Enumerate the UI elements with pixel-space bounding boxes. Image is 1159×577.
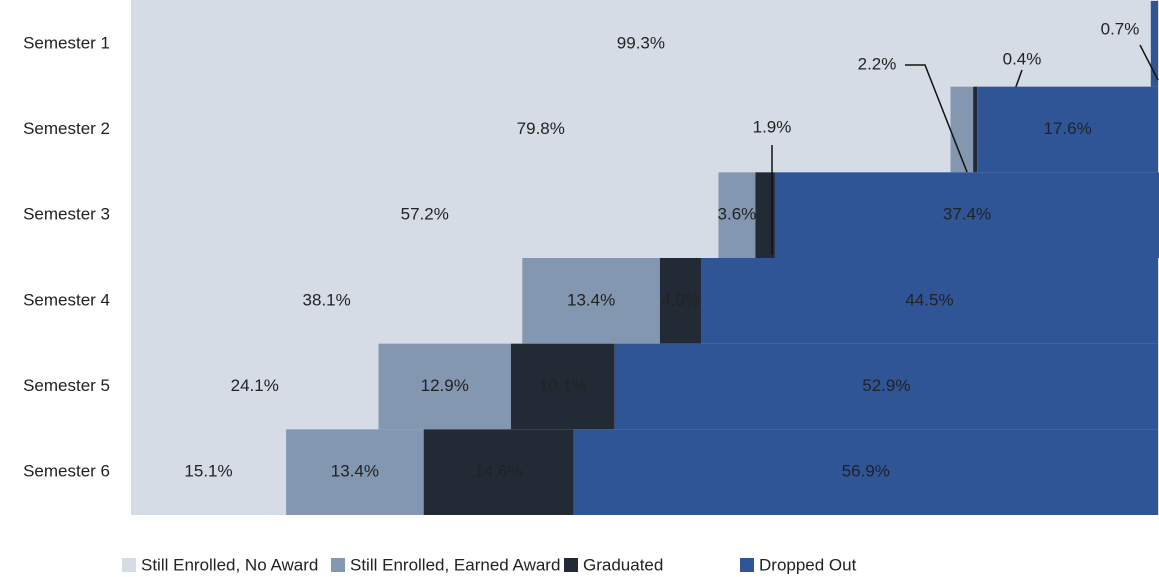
bar-segment — [378, 343, 511, 430]
legend-label: Still Enrolled, Earned Award — [350, 555, 560, 574]
bar-segment — [131, 1, 1151, 87]
value-label: 1.9% — [753, 117, 792, 136]
value-label: 0.4% — [1003, 49, 1042, 68]
category-label: Semester 6 — [23, 462, 110, 481]
value-label: 79.8% — [517, 119, 565, 138]
bar-segment — [755, 172, 775, 258]
value-label: 10.1% — [539, 376, 587, 395]
bar-segment — [286, 429, 424, 515]
category-label: Semester 4 — [23, 290, 110, 309]
value-label: 0.7% — [1101, 19, 1140, 38]
value-label: 56.9% — [842, 462, 890, 481]
bar-segment — [131, 429, 287, 515]
bar-segment — [1150, 1, 1158, 87]
value-label: 38.1% — [303, 290, 351, 309]
value-label: 52.9% — [862, 376, 910, 395]
bar-segment — [131, 86, 951, 173]
value-label: 2.2% — [858, 54, 897, 73]
legend-swatch — [122, 558, 136, 572]
bar-segment — [423, 429, 574, 515]
bar-segment — [700, 258, 1158, 344]
bar-segment — [659, 258, 701, 344]
bar-segment — [973, 86, 978, 173]
value-label: 99.3% — [617, 33, 665, 52]
legend-label: Dropped Out — [759, 555, 857, 574]
legend-swatch — [564, 558, 578, 572]
bar-segment — [131, 258, 523, 344]
callout-line — [1139, 44, 1159, 81]
bar-segment — [573, 429, 1158, 515]
bar-segment — [131, 172, 719, 258]
bar-segment — [614, 343, 1158, 430]
value-label: 4.0% — [661, 290, 700, 309]
bar-segment — [977, 86, 1158, 173]
bar-segment — [131, 343, 379, 430]
value-label: 13.4% — [331, 462, 379, 481]
value-label: 24.1% — [231, 376, 279, 395]
bar-segment — [774, 172, 1159, 258]
category-label: Semester 5 — [23, 376, 110, 395]
value-label: 12.9% — [421, 376, 469, 395]
bar-segment — [522, 258, 660, 344]
value-label: 15.1% — [184, 462, 232, 481]
category-label: Semester 2 — [23, 119, 110, 138]
value-label: 17.6% — [1044, 119, 1092, 138]
bar-segment — [718, 172, 756, 258]
bar-segment — [510, 343, 615, 430]
callout-line — [905, 64, 968, 173]
value-label: 13.4% — [567, 290, 615, 309]
value-label: 14.6% — [475, 462, 523, 481]
value-label: 37.4% — [943, 205, 991, 224]
value-label: 57.2% — [401, 205, 449, 224]
category-label: Semester 1 — [23, 33, 110, 52]
legend-label: Graduated — [583, 555, 663, 574]
legend-swatch — [740, 558, 754, 572]
value-label: 3.6% — [718, 205, 757, 224]
legend-label: Still Enrolled, No Award — [141, 555, 318, 574]
category-label: Semester 3 — [23, 205, 110, 224]
bar-segment — [950, 86, 974, 173]
legend-swatch — [331, 558, 345, 572]
value-label: 44.5% — [905, 290, 953, 309]
